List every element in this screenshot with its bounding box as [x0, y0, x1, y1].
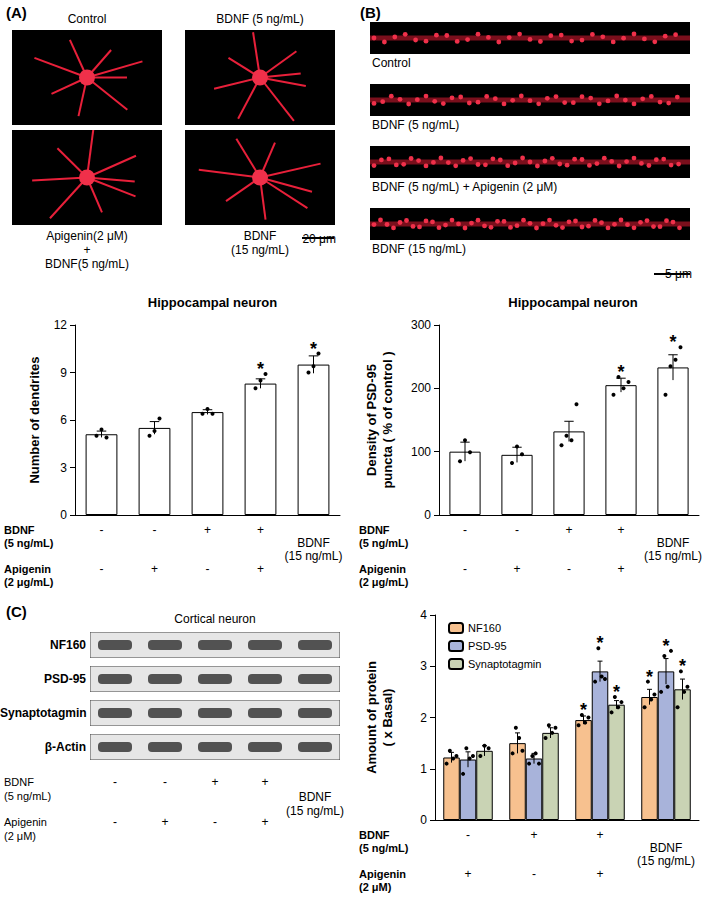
svg-text:BDNF: BDNF	[359, 524, 390, 536]
svg-text:3: 3	[60, 461, 67, 475]
html-text:20 μm: 20 μm	[302, 232, 336, 246]
svg-text:(2 μM): (2 μM)	[359, 881, 392, 893]
svg-text:*: *	[613, 682, 620, 702]
svg-text:*: *	[596, 633, 603, 653]
svg-text:-: -	[100, 562, 104, 576]
svg-text:+: +	[530, 828, 537, 842]
svg-text:NF160: NF160	[468, 622, 501, 634]
svg-text:4: 4	[420, 608, 427, 622]
svg-text:+: +	[257, 562, 264, 576]
svg-text:Density of PSD-95: Density of PSD-95	[364, 364, 379, 476]
svg-text:0: 0	[420, 813, 427, 827]
svg-text:-: -	[463, 562, 467, 576]
html-text:BDNF (5 ng/mL) + Apigenin (2 μ: BDNF (5 ng/mL) + Apigenin (2 μM)	[372, 180, 558, 194]
svg-text:puncta ( % of control ): puncta ( % of control )	[380, 351, 395, 488]
svg-text:+: +	[204, 523, 211, 537]
svg-text:+: +	[617, 562, 624, 576]
svg-text:*: *	[662, 636, 669, 656]
svg-text:( x Basal): ( x Basal)	[380, 689, 395, 747]
svg-text:BDNF: BDNF	[359, 829, 390, 841]
svg-text:(15 ng/mL): (15 ng/mL)	[637, 854, 695, 868]
svg-text:-: -	[515, 523, 519, 537]
svg-text:12: 12	[54, 318, 68, 332]
html-text:BDNF (15 ng/mL): BDNF (15 ng/mL)	[372, 242, 466, 256]
svg-text:3: 3	[420, 659, 427, 673]
html-text:BDNF (15 ng/mL): BDNF (15 ng/mL)	[231, 229, 289, 257]
html-text:(B): (B)	[360, 4, 381, 21]
svg-text:+: +	[151, 562, 158, 576]
svg-text:+: +	[617, 523, 624, 537]
svg-text:100: 100	[411, 445, 431, 459]
html-text:5 μm: 5 μm	[665, 267, 692, 281]
html-text:BDNF (5 ng/mL): BDNF (5 ng/mL)	[4, 776, 52, 802]
svg-text:0: 0	[60, 508, 67, 522]
svg-text:(2 μg/mL): (2 μg/mL)	[359, 576, 409, 588]
svg-text:+: +	[565, 523, 572, 537]
svg-text:BDNF: BDNF	[650, 841, 683, 855]
svg-text:(15 ng/mL): (15 ng/mL)	[284, 549, 342, 563]
svg-text:BDNF: BDNF	[657, 536, 690, 550]
svg-text:1: 1	[420, 762, 427, 776]
svg-text:-: -	[100, 523, 104, 537]
svg-text:-: -	[466, 828, 470, 842]
svg-text:-: -	[206, 562, 210, 576]
html-text:(A): (A)	[6, 4, 27, 21]
svg-text:Apigenin: Apigenin	[359, 563, 406, 575]
svg-text:6: 6	[60, 413, 67, 427]
svg-text:+: +	[513, 562, 520, 576]
svg-text:2: 2	[420, 711, 427, 725]
html-text:BDNF (5 ng/mL): BDNF (5 ng/mL)	[216, 12, 304, 26]
html-text:Apigenin (2 μM): Apigenin (2 μM)	[4, 816, 47, 842]
svg-text:*: *	[617, 362, 624, 382]
svg-text:Synaptotagmin: Synaptotagmin	[468, 658, 541, 670]
svg-text:+: +	[596, 828, 603, 842]
html-text:β-Actin: β-Actin	[44, 740, 86, 754]
svg-text:PSD-95: PSD-95	[468, 640, 507, 652]
svg-text:9: 9	[60, 366, 67, 380]
svg-text:+: +	[596, 867, 603, 881]
svg-text:Hippocampal neuron: Hippocampal neuron	[148, 295, 277, 310]
svg-text:-: -	[567, 562, 571, 576]
svg-text:*: *	[646, 667, 653, 687]
svg-text:Hippocampal neuron: Hippocampal neuron	[508, 295, 637, 310]
svg-text:(2 μg/mL): (2 μg/mL)	[4, 576, 54, 588]
html-text:Cortical neuron: Cortical neuron	[174, 612, 256, 626]
svg-text:(5 ng/mL): (5 ng/mL)	[359, 537, 409, 549]
svg-text:Apigenin: Apigenin	[359, 868, 406, 880]
svg-text:BDNF: BDNF	[297, 536, 330, 550]
svg-text:-: -	[463, 523, 467, 537]
svg-text:-: -	[532, 867, 536, 881]
svg-text:Number of dendrites: Number of dendrites	[27, 356, 42, 483]
svg-text:Amount of protein: Amount of protein	[364, 661, 379, 774]
svg-text:(15 ng/mL): (15 ng/mL)	[644, 549, 702, 563]
svg-text:*: *	[679, 656, 686, 676]
svg-text:+: +	[257, 523, 264, 537]
svg-text:*: *	[580, 700, 587, 720]
html-text:Synaptotagmin: Synaptotagmin	[0, 706, 87, 720]
svg-text:Apigenin: Apigenin	[4, 563, 51, 575]
html-text:Apigenin(2 μM) + BDNF(5 ng/mL): Apigenin(2 μM) + BDNF(5 ng/mL)	[45, 229, 129, 271]
svg-text:0: 0	[424, 508, 431, 522]
svg-text:*: *	[310, 339, 317, 359]
svg-text:(5 ng/mL): (5 ng/mL)	[359, 842, 409, 854]
svg-text:(5 ng/mL): (5 ng/mL)	[4, 537, 54, 549]
html-text:Control: Control	[372, 56, 411, 70]
html-text:NF160: NF160	[50, 638, 86, 652]
svg-text:+: +	[464, 867, 471, 881]
html-text:BDNF (5 ng/mL): BDNF (5 ng/mL)	[372, 118, 460, 132]
svg-text:-: -	[153, 523, 157, 537]
svg-text:*: *	[257, 359, 264, 379]
html-text:PSD-95: PSD-95	[44, 672, 86, 686]
html-text:(C): (C)	[6, 603, 27, 620]
html-text:Control: Control	[67, 12, 107, 26]
svg-text:*: *	[669, 332, 676, 352]
svg-text:200: 200	[411, 381, 431, 395]
svg-text:BDNF: BDNF	[4, 524, 35, 536]
html-text:BDNF (15 ng/mL): BDNF (15 ng/mL)	[286, 790, 344, 818]
svg-text:300: 300	[411, 318, 431, 332]
